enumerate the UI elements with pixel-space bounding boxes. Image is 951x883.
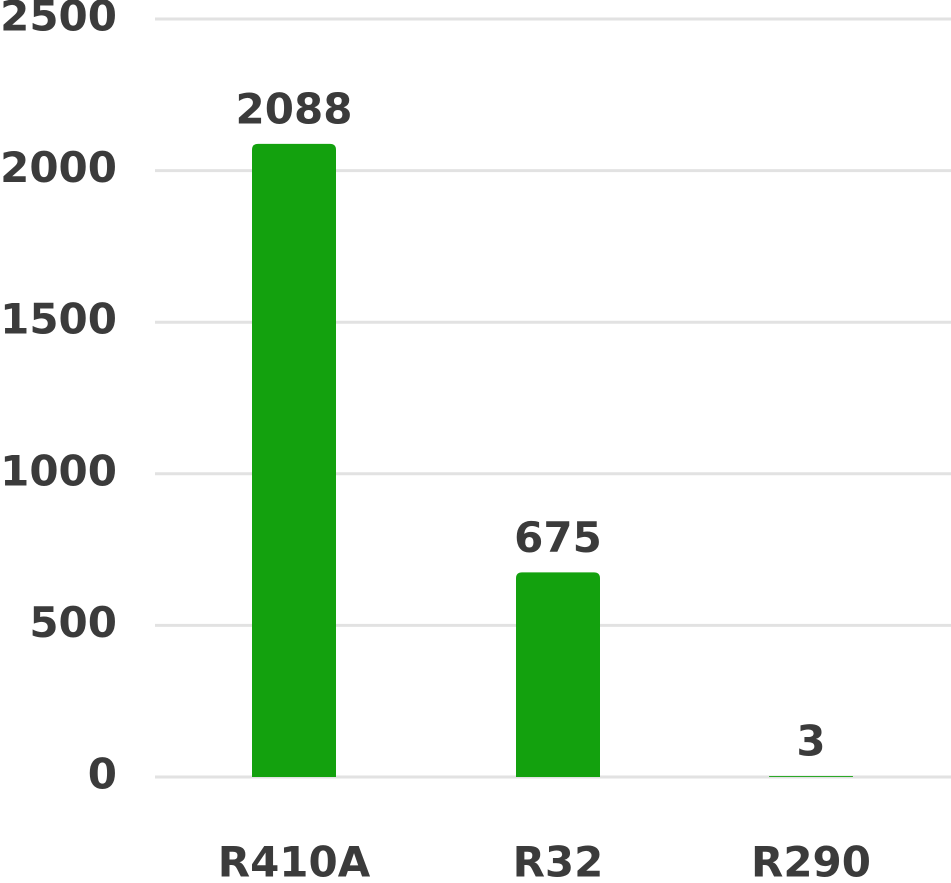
x-tick-label: R410A xyxy=(218,838,371,883)
x-tick-label: R32 xyxy=(513,838,604,883)
value-label: 3 xyxy=(796,717,825,766)
bar xyxy=(252,143,336,777)
bar xyxy=(769,776,853,777)
value-label: 675 xyxy=(514,513,602,562)
y-tick-label: 1000 xyxy=(0,446,117,495)
bar xyxy=(516,572,600,777)
y-tick-label: 2000 xyxy=(0,143,117,192)
y-tick-label: 0 xyxy=(88,750,117,799)
y-tick-label: 2500 xyxy=(0,0,117,41)
y-tick-label: 500 xyxy=(29,598,117,647)
value-label: 2088 xyxy=(236,84,353,133)
y-tick-label: 1500 xyxy=(0,295,117,344)
x-tick-label: R290 xyxy=(751,838,871,883)
